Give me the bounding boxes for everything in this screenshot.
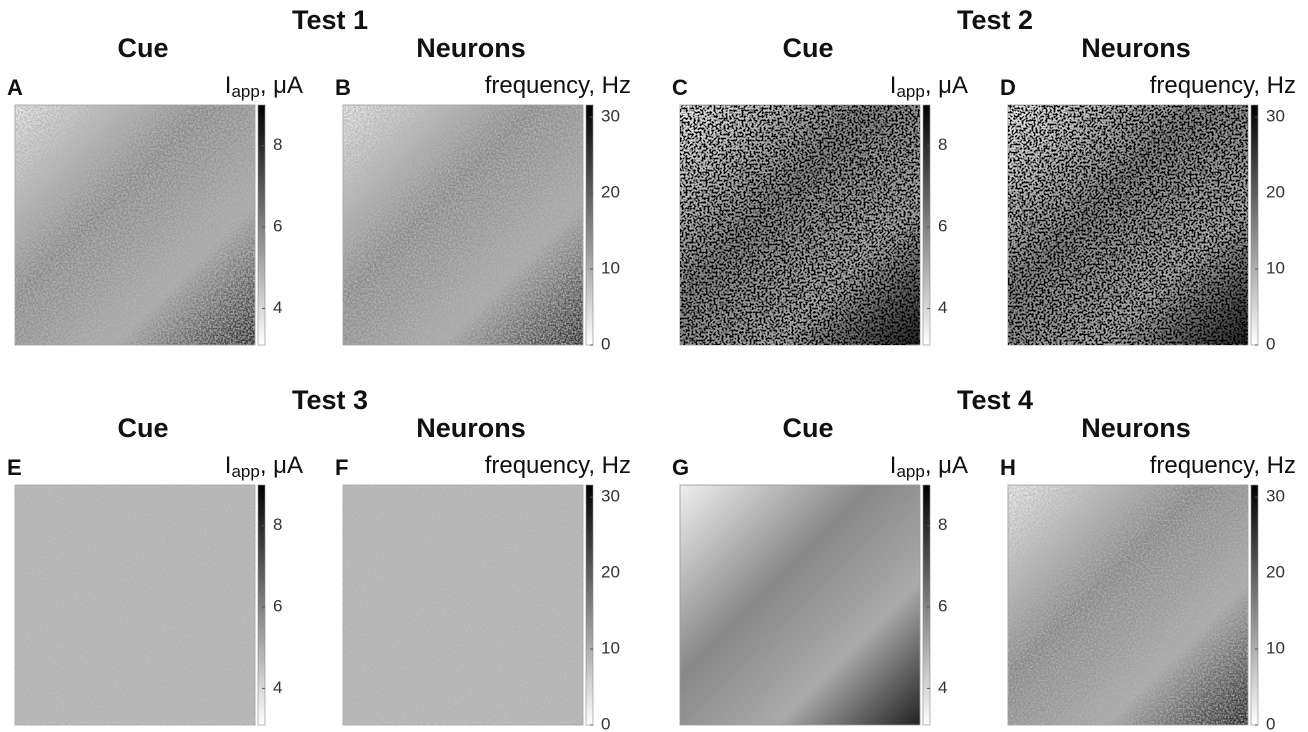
panel-letter: E	[7, 455, 22, 480]
colorbar-tick-label: 20	[601, 563, 620, 582]
image-noise	[343, 105, 583, 345]
colorbar-tick-label: 10	[601, 639, 620, 658]
image-noise	[1008, 105, 1248, 345]
colorbar-label: Iapp, μA	[890, 452, 968, 481]
colorbar-tick-label: 0	[1266, 714, 1275, 732]
colorbar-label-main: frequency, Hz	[485, 452, 631, 479]
colorbar-label-sub: app	[231, 82, 259, 101]
panel-title: Neurons	[416, 413, 526, 443]
colorbar-label: Iapp, μA	[890, 72, 968, 101]
colorbar	[258, 105, 265, 345]
colorbar-label: Iapp, μA	[225, 72, 303, 101]
panel-letter: H	[1000, 455, 1016, 480]
colorbar-tick-label: 10	[1266, 639, 1285, 658]
colorbar-label-unit: , μA	[925, 72, 968, 99]
panel-title: Neurons	[416, 33, 526, 63]
colorbar-tick-label: 8	[273, 135, 282, 154]
colorbar-tick-label: 8	[273, 515, 282, 534]
panel-letter: D	[1000, 75, 1016, 100]
test-title: Test 4	[957, 385, 1033, 415]
colorbar-label-main: I	[225, 452, 232, 479]
figure: Test 1CueA468Iapp, μANeuronsB0102030freq…	[0, 0, 1308, 732]
colorbar-tick-label: 20	[1266, 183, 1285, 202]
colorbar-label-main: I	[890, 452, 897, 479]
colorbar-tick-label: 4	[938, 678, 947, 697]
colorbar-label-main: frequency, Hz	[1150, 72, 1296, 99]
colorbar-label-main: frequency, Hz	[1150, 452, 1296, 479]
colorbar-tick-label: 30	[601, 107, 620, 126]
colorbar-tick-label: 30	[1266, 107, 1285, 126]
colorbar-tick-label: 20	[601, 183, 620, 202]
image-noise	[15, 105, 255, 345]
test-title: Test 1	[292, 5, 368, 35]
colorbar-label-main: I	[890, 72, 897, 99]
panel-letter: G	[672, 455, 689, 480]
panel-letter: C	[672, 75, 688, 100]
colorbar	[1251, 105, 1258, 345]
image-noise	[15, 485, 255, 725]
colorbar-label-sub: app	[896, 82, 924, 101]
colorbar-tick-label: 6	[273, 597, 282, 616]
colorbar-label-unit: , μA	[260, 72, 303, 99]
colorbar	[923, 485, 930, 725]
panel-title: Cue	[117, 413, 168, 443]
colorbar-tick-label: 0	[601, 714, 610, 732]
colorbar-label: frequency, Hz	[485, 452, 631, 479]
panel-title: Cue	[782, 33, 833, 63]
image-noise	[680, 105, 920, 345]
colorbar	[586, 105, 593, 345]
colorbar-label: frequency, Hz	[485, 72, 631, 99]
panel-letter: A	[7, 75, 23, 100]
colorbar	[1251, 485, 1258, 725]
colorbar-tick-label: 6	[938, 217, 947, 236]
colorbar-tick-label: 30	[601, 487, 620, 506]
colorbar-tick-label: 0	[1266, 334, 1275, 353]
panel-letter: B	[335, 75, 351, 100]
colorbar	[923, 105, 930, 345]
colorbar-label-main: I	[225, 72, 232, 99]
colorbar-label-unit: , μA	[260, 452, 303, 479]
colorbar-tick-label: 4	[938, 298, 947, 317]
colorbar-label: frequency, Hz	[1150, 72, 1296, 99]
colorbar-tick-label: 6	[938, 597, 947, 616]
test-title: Test 2	[957, 5, 1033, 35]
panel-title: Neurons	[1081, 413, 1191, 443]
colorbar-tick-label: 4	[273, 298, 282, 317]
test-title: Test 3	[292, 385, 368, 415]
panel-letter: F	[335, 455, 348, 480]
colorbar-tick-label: 8	[938, 135, 947, 154]
colorbar-tick-label: 6	[273, 217, 282, 236]
colorbar-tick-label: 8	[938, 515, 947, 534]
image	[680, 485, 920, 725]
colorbar-tick-label: 30	[1266, 487, 1285, 506]
image-noise	[343, 485, 583, 725]
colorbar-tick-label: 20	[1266, 563, 1285, 582]
colorbar-label-unit: , μA	[925, 452, 968, 479]
colorbar-label-main: frequency, Hz	[485, 72, 631, 99]
colorbar-label-sub: app	[896, 462, 924, 481]
colorbar-tick-label: 10	[601, 259, 620, 278]
colorbar-label-sub: app	[231, 462, 259, 481]
panel-title: Cue	[117, 33, 168, 63]
colorbar-tick-label: 0	[601, 334, 610, 353]
image-noise	[1008, 485, 1248, 725]
panel-title: Cue	[782, 413, 833, 443]
colorbar	[258, 485, 265, 725]
colorbar-label: Iapp, μA	[225, 452, 303, 481]
colorbar-tick-label: 10	[1266, 259, 1285, 278]
colorbar-label: frequency, Hz	[1150, 452, 1296, 479]
colorbar-tick-label: 4	[273, 678, 282, 697]
panel-title: Neurons	[1081, 33, 1191, 63]
colorbar	[586, 485, 593, 725]
